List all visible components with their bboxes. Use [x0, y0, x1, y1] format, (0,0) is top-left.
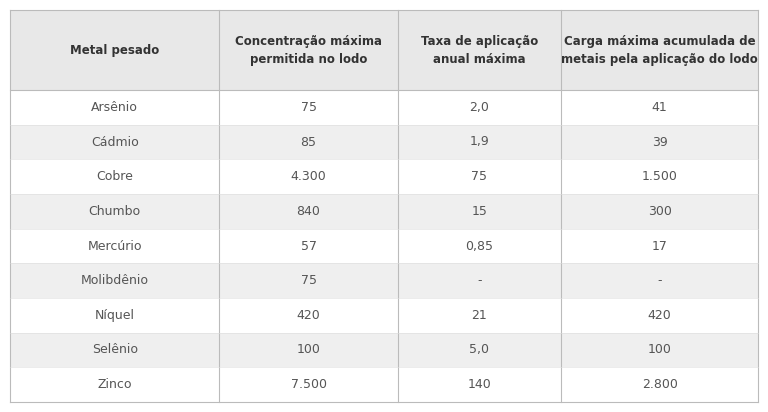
- Text: Taxa de aplicação
anual máxima: Taxa de aplicação anual máxima: [421, 35, 538, 66]
- Text: Cádmio: Cádmio: [91, 136, 138, 148]
- Text: -: -: [477, 274, 482, 287]
- Text: Arsênio: Arsênio: [91, 101, 138, 114]
- Bar: [10, 229, 758, 263]
- Text: 420: 420: [296, 309, 320, 322]
- Text: 2.800: 2.800: [642, 378, 677, 391]
- Text: 4.300: 4.300: [290, 170, 326, 183]
- Text: Carga máxima acumulada de
metais pela aplicação do lodo: Carga máxima acumulada de metais pela ap…: [561, 35, 758, 66]
- Text: 100: 100: [296, 344, 320, 356]
- Bar: [10, 10, 758, 90]
- Text: 420: 420: [647, 309, 671, 322]
- Text: Chumbo: Chumbo: [88, 205, 141, 218]
- Bar: [10, 194, 758, 229]
- Text: 1,9: 1,9: [469, 136, 489, 148]
- Bar: [10, 90, 758, 125]
- Text: 85: 85: [300, 136, 316, 148]
- Text: Mercúrio: Mercúrio: [88, 239, 142, 253]
- Bar: [10, 298, 758, 332]
- Text: 15: 15: [472, 205, 488, 218]
- Text: 75: 75: [300, 274, 316, 287]
- Text: 5,0: 5,0: [469, 344, 489, 356]
- Text: Concentração máxima
permitida no lodo: Concentração máxima permitida no lodo: [235, 35, 382, 66]
- Text: Selênio: Selênio: [91, 344, 137, 356]
- Text: 75: 75: [472, 170, 488, 183]
- Text: 140: 140: [468, 378, 492, 391]
- Text: 2,0: 2,0: [469, 101, 489, 114]
- Text: 840: 840: [296, 205, 320, 218]
- Text: Molibdênio: Molibdênio: [81, 274, 149, 287]
- Text: 0,85: 0,85: [465, 239, 494, 253]
- Text: Zinco: Zinco: [98, 378, 132, 391]
- Text: 39: 39: [652, 136, 667, 148]
- Bar: [10, 159, 758, 194]
- Bar: [10, 125, 758, 159]
- Text: 41: 41: [652, 101, 667, 114]
- Text: 1.500: 1.500: [642, 170, 677, 183]
- Bar: [10, 368, 758, 402]
- Text: 57: 57: [300, 239, 316, 253]
- Text: -: -: [657, 274, 662, 287]
- Text: 21: 21: [472, 309, 488, 322]
- Text: 17: 17: [652, 239, 667, 253]
- Bar: [10, 332, 758, 368]
- Text: Metal pesado: Metal pesado: [70, 44, 159, 56]
- Text: 300: 300: [647, 205, 671, 218]
- Text: 75: 75: [300, 101, 316, 114]
- Text: Níquel: Níquel: [94, 309, 134, 322]
- Bar: [10, 263, 758, 298]
- Text: 7.500: 7.500: [290, 378, 326, 391]
- Text: Cobre: Cobre: [96, 170, 133, 183]
- Text: 100: 100: [647, 344, 671, 356]
